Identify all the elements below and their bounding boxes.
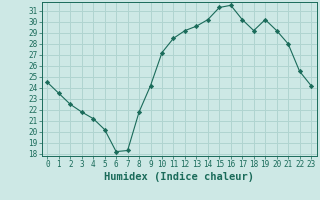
X-axis label: Humidex (Indice chaleur): Humidex (Indice chaleur) <box>104 172 254 182</box>
